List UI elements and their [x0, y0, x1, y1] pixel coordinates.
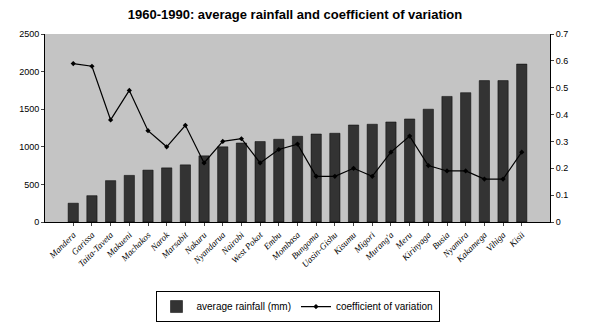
svg-text:Nakuru: Nakuru [182, 229, 209, 256]
svg-text:Mandera: Mandera [47, 229, 78, 260]
svg-text:Nairobi: Nairobi [219, 229, 247, 257]
svg-text:0.7: 0.7 [556, 29, 569, 39]
svg-text:Vihiga: Vihiga [484, 229, 508, 253]
svg-text:Busia: Busia [430, 229, 452, 251]
svg-text:Meru: Meru [393, 229, 415, 251]
svg-text:Taita-Taveta: Taita-Taveta [76, 229, 115, 268]
svg-text:Marsabit: Marsabit [159, 229, 190, 260]
svg-text:Nyamira: Nyamira [440, 229, 470, 259]
svg-text:0.6: 0.6 [556, 56, 569, 66]
svg-text:Kisumu: Kisumu [331, 229, 359, 257]
svg-text:Machakos: Machakos [119, 229, 153, 263]
svg-text:Bungoma: Bungoma [289, 229, 321, 261]
svg-text:Kirinyaga: Kirinyaga [399, 229, 433, 263]
svg-text:Narok: Narok [148, 229, 172, 253]
svg-text:0.5: 0.5 [556, 83, 569, 93]
svg-text:Uasin-Gishu: Uasin-Gishu [300, 229, 340, 269]
svg-text:coefficient of variation: coefficient of variation [336, 301, 433, 312]
svg-text:0.4: 0.4 [556, 110, 569, 120]
svg-text:1000: 1000 [19, 142, 39, 152]
svg-text:0.1: 0.1 [556, 190, 569, 200]
svg-text:2500: 2500 [19, 29, 39, 39]
svg-text:Murang'a: Murang'a [363, 229, 396, 262]
svg-text:Kisii: Kisii [507, 229, 527, 249]
svg-text:0.3: 0.3 [556, 137, 569, 147]
svg-text:Embu: Embu [261, 229, 284, 252]
svg-text:Makueni: Makueni [104, 229, 134, 259]
svg-text:1500: 1500 [19, 104, 39, 114]
svg-text:Nyandarua: Nyandarua [191, 229, 228, 266]
svg-text:Migori: Migori [351, 229, 377, 255]
svg-text:1960-1990: average rainfall an: 1960-1990: average rainfall and coeffici… [128, 7, 463, 22]
svg-text:0: 0 [556, 217, 561, 227]
svg-text:0: 0 [34, 217, 39, 227]
svg-text:2000: 2000 [19, 67, 39, 77]
svg-text:West Pokot: West Pokot [229, 229, 265, 265]
svg-text:average rainfall (mm): average rainfall (mm) [197, 301, 291, 312]
svg-text:Kakamega: Kakamega [454, 229, 489, 264]
svg-text:500: 500 [24, 180, 39, 190]
svg-text:Garissa: Garissa [69, 229, 97, 257]
svg-text:0.2: 0.2 [556, 163, 569, 173]
svg-text:Mombasa: Mombasa [269, 229, 302, 262]
